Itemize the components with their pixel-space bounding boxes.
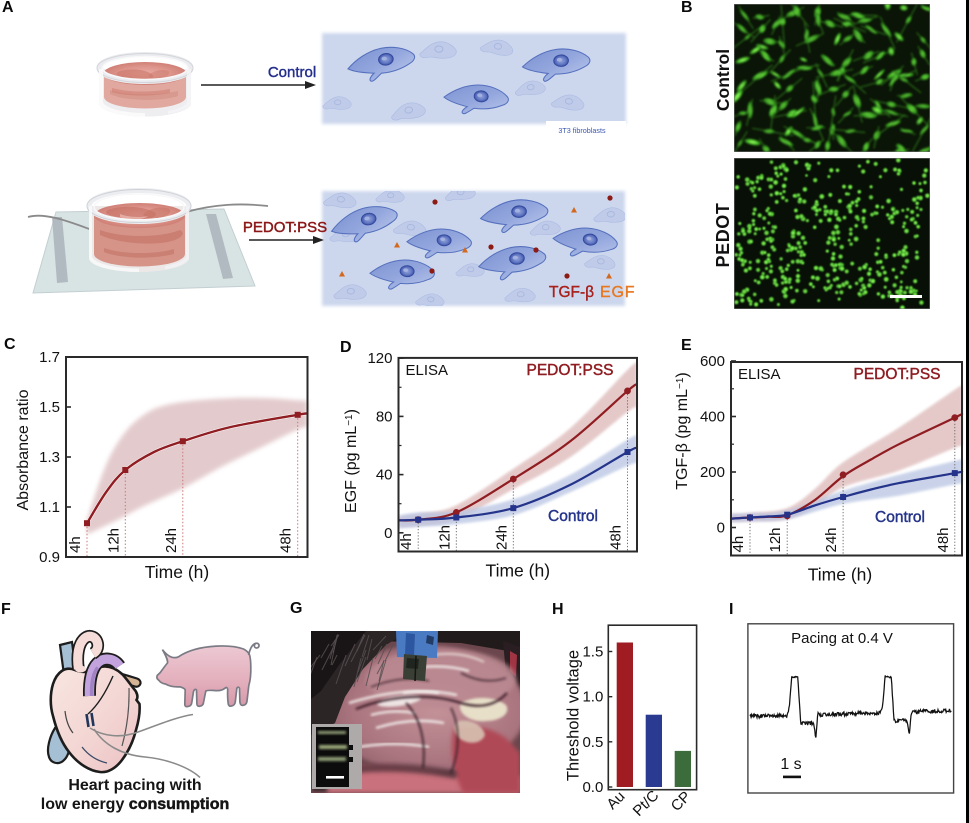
svg-text:1.1: 1.1 — [39, 499, 60, 516]
svg-text:48h: 48h — [278, 528, 295, 553]
svg-text:48h: 48h — [608, 525, 625, 550]
svg-text:Control: Control — [268, 64, 316, 81]
svg-text:Control: Control — [548, 508, 598, 525]
svg-text:Time (h): Time (h) — [145, 562, 210, 582]
svg-text:24h: 24h — [163, 528, 180, 553]
svg-text:80: 80 — [376, 408, 393, 425]
svg-text:200: 200 — [700, 464, 725, 481]
svg-text:3T3 fibroblasts: 3T3 fibroblasts — [558, 126, 606, 135]
svg-text:Control: Control — [875, 509, 925, 526]
svg-text:600: 600 — [700, 353, 725, 370]
svg-text:PEDOT:PSS: PEDOT:PSS — [527, 362, 614, 379]
svg-text:12h: 12h — [436, 525, 453, 550]
svg-text:PEDOT:PSS: PEDOT:PSS — [854, 366, 941, 383]
svg-text:12h: 12h — [105, 528, 122, 553]
svg-text:EGF: EGF — [600, 284, 635, 301]
svg-text:Time (h): Time (h) — [808, 565, 873, 585]
svg-text:0.9: 0.9 — [39, 549, 60, 566]
svg-text:1.0: 1.0 — [582, 689, 603, 706]
svg-text:400: 400 — [700, 409, 725, 426]
svg-text:0: 0 — [384, 525, 392, 542]
svg-text:0.0: 0.0 — [582, 779, 603, 796]
svg-text:1 s: 1 s — [780, 756, 801, 773]
svg-text:ELISA: ELISA — [738, 366, 781, 383]
svg-text:1.5: 1.5 — [39, 399, 60, 416]
svg-text:Time (h): Time (h) — [486, 561, 551, 581]
svg-text:4h: 4h — [398, 533, 415, 550]
svg-text:48h: 48h — [935, 527, 952, 552]
svg-text:1.5: 1.5 — [582, 644, 603, 661]
svg-text:1.3: 1.3 — [39, 449, 60, 466]
svg-text:TGF-β: TGF-β — [549, 284, 594, 301]
svg-text:12h: 12h — [767, 527, 784, 552]
svg-text:PEDOT:PSS: PEDOT:PSS — [243, 219, 327, 236]
svg-text:1.7: 1.7 — [39, 349, 60, 366]
svg-text:ELISA: ELISA — [406, 362, 449, 379]
svg-text:0: 0 — [717, 520, 725, 537]
svg-text:4h: 4h — [67, 536, 84, 553]
svg-text:Pacing at 0.4 V: Pacing at 0.4 V — [791, 630, 893, 647]
svg-text:24h: 24h — [823, 527, 840, 552]
svg-text:4h: 4h — [730, 536, 747, 553]
svg-text:40: 40 — [376, 467, 393, 484]
svg-text:24h: 24h — [493, 525, 510, 550]
svg-text:0.5: 0.5 — [582, 734, 603, 751]
svg-text:120: 120 — [367, 350, 392, 367]
